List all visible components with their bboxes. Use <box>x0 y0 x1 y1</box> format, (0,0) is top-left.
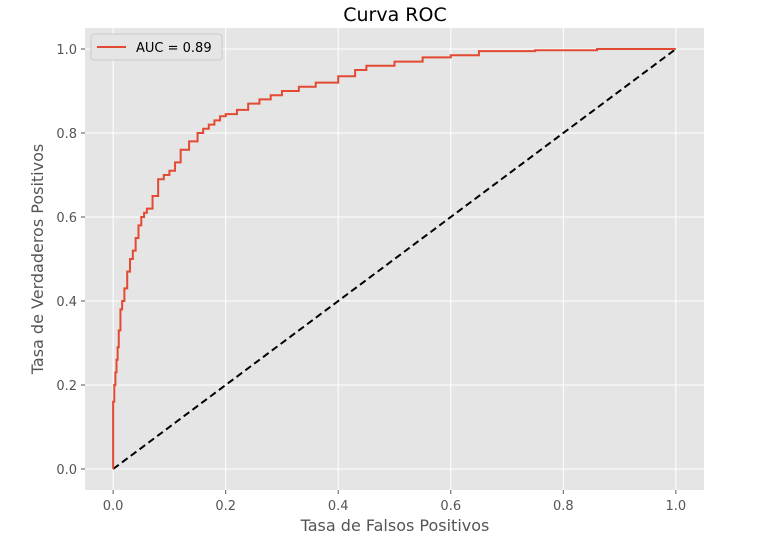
y-tick-label: 1.0 <box>56 43 77 58</box>
legend: AUC = 0.89 <box>90 33 223 61</box>
y-tick-labels: 0.0 0.2 0.4 0.6 0.8 1.0 <box>56 43 85 478</box>
y-tick-label: 0.4 <box>56 295 77 310</box>
x-axis-label: Tasa de Falsos Positivos <box>300 516 490 535</box>
x-tick-label: 1.0 <box>666 499 687 514</box>
y-tick-label: 0.8 <box>56 127 77 142</box>
series-layer <box>112 48 677 470</box>
x-tick-label: 0.6 <box>440 499 461 514</box>
chart-title: Curva ROC <box>343 4 446 26</box>
legend-entry-roc: AUC = 0.89 <box>136 41 212 56</box>
y-tick-label: 0.0 <box>56 463 77 478</box>
y-axis-label: Tasa de Verdaderos Positivos <box>28 144 47 375</box>
roc-curve-line <box>112 48 676 469</box>
x-tick-label: 0.0 <box>103 499 124 514</box>
y-tick-label: 0.2 <box>56 379 77 394</box>
grid-lines <box>85 28 704 490</box>
x-tick-labels: 0.0 0.2 0.4 0.6 0.8 1.0 <box>103 490 686 514</box>
diagonal-reference-line <box>112 48 677 470</box>
x-tick-label: 0.8 <box>553 499 574 514</box>
y-tick-label: 0.6 <box>56 211 77 226</box>
x-tick-label: 0.2 <box>215 499 236 514</box>
x-tick-label: 0.4 <box>328 499 349 514</box>
legend-box <box>90 33 223 61</box>
